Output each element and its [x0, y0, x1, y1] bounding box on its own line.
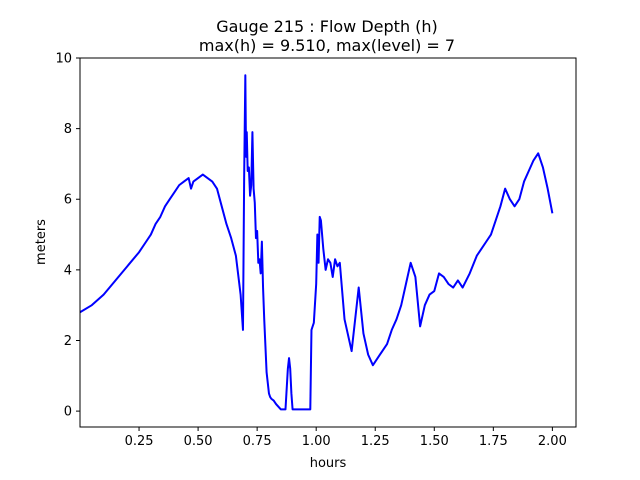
y-tick-label: 4 — [64, 263, 72, 278]
chart-subtitle: max(h) = 9.510, max(level) = 7 — [199, 36, 455, 55]
y-tick-label: 2 — [64, 334, 72, 349]
x-tick-label: 0.75 — [243, 434, 272, 449]
y-tick-label: 10 — [55, 52, 72, 67]
x-tick-label: 1.75 — [479, 434, 508, 449]
x-tick-label: 1.00 — [302, 434, 331, 449]
y-axis-label: meters — [34, 219, 49, 265]
x-tick-label: 1.25 — [361, 434, 390, 449]
y-tick-label: 6 — [64, 193, 72, 208]
x-axis-label: hours — [310, 456, 347, 471]
x-tick-label: 2.00 — [538, 434, 567, 449]
plot-area — [79, 74, 554, 411]
plot-frame — [79, 57, 577, 428]
y-axis-ticks: 0 2 4 6 8 10 — [55, 52, 80, 420]
x-tick-label: 1.50 — [420, 434, 449, 449]
series-line-flow-depth — [79, 74, 554, 411]
x-tick-label: 0.25 — [125, 434, 154, 449]
x-axis-ticks: 0.25 0.50 0.75 1.00 1.25 1.50 1.75 2.00 — [125, 427, 567, 449]
y-tick-label: 0 — [64, 405, 72, 420]
chart-title: Gauge 215 : Flow Depth (h) — [216, 17, 438, 36]
x-tick-label: 0.50 — [184, 434, 213, 449]
y-tick-label: 8 — [64, 122, 72, 137]
